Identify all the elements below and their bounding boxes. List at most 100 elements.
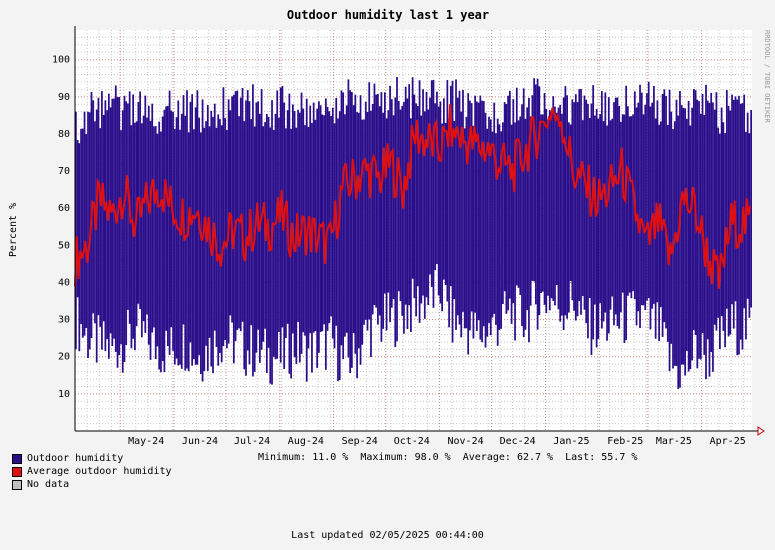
humidity-range-bar xyxy=(528,97,530,343)
last-value: 55.7 % xyxy=(601,452,638,463)
humidity-range-bar xyxy=(463,128,466,329)
axes xyxy=(74,26,765,436)
y-tick-label: 30 xyxy=(58,315,70,326)
humidity-range-bar xyxy=(515,87,518,286)
humidity-range-bar xyxy=(510,124,513,324)
humidity-range-bar xyxy=(646,93,648,301)
humidity-range-bar xyxy=(389,85,391,323)
humidity-range-bar xyxy=(385,118,388,331)
humidity-range-bar xyxy=(125,101,128,346)
humidity-range-bar xyxy=(613,102,615,326)
humidity-range-bar xyxy=(234,91,237,342)
humidity-range-bar xyxy=(375,94,378,308)
humidity-range-bar xyxy=(628,116,631,293)
humidity-range-bar xyxy=(411,77,414,279)
humidity-range-bar xyxy=(647,81,650,299)
average-line xyxy=(74,104,752,289)
humidity-range-bar xyxy=(699,113,702,360)
humidity-range-bar xyxy=(439,101,442,304)
humidity-range-bar xyxy=(319,105,322,332)
humidity-range-bar xyxy=(500,131,503,329)
humidity-range-bar xyxy=(745,131,747,340)
humidity-range-bar xyxy=(347,79,350,358)
humidity-range-bar xyxy=(408,84,411,306)
humidity-range-bar xyxy=(210,110,213,367)
humidity-range-bar xyxy=(180,113,183,369)
humidity-range-bar xyxy=(156,133,159,347)
humidity-range-bar xyxy=(498,124,501,330)
humidity-range-bar xyxy=(670,111,673,344)
chart-title: Outdoor humidity last 1 year xyxy=(287,8,489,22)
humidity-range-bar xyxy=(653,86,655,304)
humidity-range-bar xyxy=(475,101,478,331)
humidity-range-bar xyxy=(144,95,147,333)
humidity-range-bar xyxy=(80,128,82,325)
humidity-range-bar xyxy=(665,95,667,329)
humidity-range-bar xyxy=(399,109,402,302)
humidity-range-bar xyxy=(265,114,268,374)
humidity-range-bar xyxy=(630,116,633,299)
y-tick-label: 50 xyxy=(58,240,70,251)
humidity-range-bar xyxy=(503,102,506,292)
humidity-range-bar xyxy=(356,112,358,379)
humidity-range-bar xyxy=(719,133,721,350)
humidity-range-bar xyxy=(293,110,296,358)
humidity-range-bar xyxy=(627,106,629,296)
humidity-range-bar xyxy=(163,109,166,373)
humidity-range-bar xyxy=(446,80,449,302)
last-updated: Last updated 02/05/2025 00:44:00 xyxy=(291,530,484,541)
humidity-range-bar xyxy=(614,97,617,315)
humidity-range-bar xyxy=(618,105,621,329)
humidity-range-bar xyxy=(194,107,197,365)
humidity-range-bar xyxy=(687,100,690,372)
humidity-range-bar xyxy=(161,116,164,362)
humidity-range-bar xyxy=(390,99,393,308)
min-value: 11.0 % xyxy=(312,452,349,463)
humidity-range-bar xyxy=(253,126,256,372)
humidity-range-bar xyxy=(224,118,227,341)
humidity-range-bar xyxy=(276,90,279,359)
humidity-range-bar xyxy=(236,90,239,330)
min-label: Minimum: xyxy=(258,452,307,463)
humidity-range-bar xyxy=(78,143,81,352)
legend-item-humidity: Outdoor humidity xyxy=(12,452,172,465)
humidity-range-bar xyxy=(571,99,574,301)
humidity-range-bar xyxy=(127,103,129,310)
humidity-range-bar xyxy=(423,111,426,319)
humidity-range-bar xyxy=(677,115,680,390)
humidity-range-bar xyxy=(158,121,161,370)
x-tick-label: Mar-25 xyxy=(656,436,692,447)
y-tick-label: 70 xyxy=(58,166,70,177)
humidity-range-bar xyxy=(357,112,360,349)
humidity-range-bar xyxy=(337,118,339,382)
humidity-range-bar xyxy=(316,108,319,368)
humidity-range-bar xyxy=(682,107,685,365)
humidity-range-bar xyxy=(361,119,364,345)
humidity-range-bar xyxy=(130,125,133,349)
humidity-range-bar xyxy=(639,84,641,329)
humidity-range-bar xyxy=(710,92,713,353)
humidity-range-bar xyxy=(429,97,431,275)
humidity-range-bar xyxy=(600,90,603,329)
humidity-range-bar xyxy=(555,112,558,286)
humidity-range-bar xyxy=(75,111,77,350)
humidity-range-bar xyxy=(469,100,471,331)
humidity-range-bar xyxy=(199,132,202,375)
x-axis-arrow xyxy=(757,426,765,436)
humidity-range-bar xyxy=(373,83,376,306)
humidity-range-bar xyxy=(359,95,362,365)
humidity-range-bar xyxy=(519,116,522,295)
humidity-range-bar xyxy=(717,127,720,318)
humidity-range-bar xyxy=(383,92,386,294)
humidity-range-bar xyxy=(425,91,428,298)
humidity-range-bar xyxy=(404,86,407,305)
humidity-range-bar xyxy=(285,128,287,338)
humidity-range-bar xyxy=(394,97,397,348)
humidity-range-bar xyxy=(403,101,405,334)
humidity-range-bar xyxy=(543,92,546,305)
humidity-range-bar xyxy=(713,109,716,325)
humidity-range-bar xyxy=(680,105,683,365)
humidity-range-bar xyxy=(616,97,619,326)
humidity-range-bar xyxy=(165,106,168,331)
humidity-range-bar xyxy=(330,115,332,317)
